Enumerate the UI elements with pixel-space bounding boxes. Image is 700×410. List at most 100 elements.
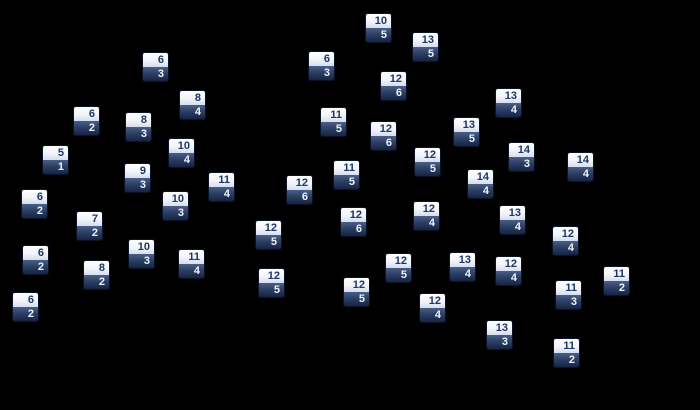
graph-node[interactable]: 11 4 [209, 173, 234, 201]
node-top-value: 13 [450, 253, 475, 267]
graph-node[interactable]: 13 4 [500, 206, 525, 234]
node-top-value: 12 [553, 227, 578, 241]
node-top-value: 14 [509, 143, 534, 157]
node-bottom-value: 4 [568, 167, 593, 181]
graph-node[interactable]: 10 3 [129, 240, 154, 268]
node-top-value: 7 [77, 212, 102, 226]
graph-node[interactable]: 12 5 [415, 148, 440, 176]
graph-node[interactable]: 11 2 [604, 267, 629, 295]
node-top-value: 6 [23, 246, 48, 260]
node-top-value: 13 [500, 206, 525, 220]
graph-node[interactable]: 12 6 [287, 176, 312, 204]
node-bottom-value: 4 [420, 308, 445, 322]
node-top-value: 10 [163, 192, 188, 206]
graph-node[interactable]: 12 6 [341, 208, 366, 236]
graph-node[interactable]: 14 4 [568, 153, 593, 181]
graph-node[interactable]: 12 6 [381, 72, 406, 100]
node-bottom-value: 2 [74, 121, 99, 135]
node-top-value: 8 [126, 113, 151, 127]
graph-node[interactable]: 12 4 [496, 257, 521, 285]
node-bottom-value: 4 [500, 220, 525, 234]
graph-node[interactable]: 14 3 [509, 143, 534, 171]
node-bottom-value: 2 [554, 353, 579, 367]
node-bottom-value: 5 [256, 235, 281, 249]
node-top-value: 6 [74, 107, 99, 121]
graph-node[interactable]: 12 4 [553, 227, 578, 255]
node-bottom-value: 5 [386, 268, 411, 282]
graph-node[interactable]: 12 5 [344, 278, 369, 306]
node-bottom-value: 4 [180, 105, 205, 119]
graph-node[interactable]: 12 5 [386, 254, 411, 282]
node-bottom-value: 5 [344, 292, 369, 306]
node-bottom-value: 4 [468, 184, 493, 198]
node-top-value: 11 [556, 281, 581, 295]
node-top-value: 12 [381, 72, 406, 86]
node-top-value: 12 [371, 122, 396, 136]
graph-node[interactable]: 14 4 [468, 170, 493, 198]
graph-node[interactable]: 10 3 [163, 192, 188, 220]
graph-node[interactable]: 13 4 [496, 89, 521, 117]
node-bottom-value: 4 [553, 241, 578, 255]
graph-node[interactable]: 10 4 [169, 139, 194, 167]
node-top-value: 11 [179, 250, 204, 264]
node-top-value: 13 [487, 321, 512, 335]
node-top-value: 6 [309, 52, 334, 66]
graph-node[interactable]: 11 3 [556, 281, 581, 309]
node-top-value: 5 [43, 146, 68, 160]
node-top-value: 8 [180, 91, 205, 105]
node-top-value: 6 [13, 293, 38, 307]
graph-node[interactable]: 12 6 [371, 122, 396, 150]
node-top-value: 11 [209, 173, 234, 187]
node-bottom-value: 5 [454, 132, 479, 146]
graph-node[interactable]: 12 5 [256, 221, 281, 249]
node-top-value: 12 [341, 208, 366, 222]
graph-node[interactable]: 11 4 [179, 250, 204, 278]
node-bottom-value: 6 [381, 86, 406, 100]
node-top-value: 12 [420, 294, 445, 308]
node-top-value: 12 [414, 202, 439, 216]
graph-node[interactable]: 11 5 [321, 108, 346, 136]
node-bottom-value: 4 [496, 103, 521, 117]
graph-node[interactable]: 12 4 [420, 294, 445, 322]
graph-node[interactable]: 11 2 [554, 339, 579, 367]
node-top-value: 8 [84, 261, 109, 275]
node-bottom-value: 5 [413, 47, 438, 61]
node-bottom-value: 5 [334, 175, 359, 189]
node-bottom-value: 5 [259, 283, 284, 297]
node-bottom-value: 4 [169, 153, 194, 167]
node-bottom-value: 4 [414, 216, 439, 230]
graph-node[interactable]: 12 4 [414, 202, 439, 230]
node-bottom-value: 2 [22, 204, 47, 218]
graph-node[interactable]: 13 5 [413, 33, 438, 61]
graph-node[interactable]: 11 5 [334, 161, 359, 189]
node-top-value: 13 [496, 89, 521, 103]
node-top-value: 11 [554, 339, 579, 353]
graph-node[interactable]: 13 3 [487, 321, 512, 349]
node-bottom-value: 2 [77, 226, 102, 240]
graph-node[interactable]: 13 5 [454, 118, 479, 146]
graph-node[interactable]: 13 4 [450, 253, 475, 281]
node-bottom-value: 5 [415, 162, 440, 176]
node-bottom-value: 6 [341, 222, 366, 236]
graph-node[interactable]: 12 5 [259, 269, 284, 297]
graph-node[interactable]: 10 5 [366, 14, 391, 42]
node-bottom-value: 2 [84, 275, 109, 289]
node-bottom-value: 3 [556, 295, 581, 309]
node-top-value: 6 [22, 190, 47, 204]
node-top-value: 10 [169, 139, 194, 153]
node-bottom-value: 3 [125, 178, 150, 192]
node-top-value: 12 [256, 221, 281, 235]
